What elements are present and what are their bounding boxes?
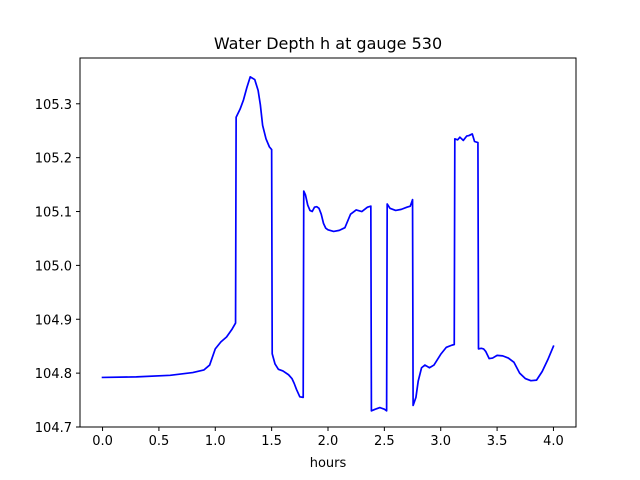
x-tick-label: 3.0 [430,434,451,449]
y-tick-label: 105.2 [35,152,72,167]
x-tick-label: 2.0 [318,434,339,449]
x-axis-label: hours [310,456,347,471]
chart-title: Water Depth h at gauge 530 [214,34,442,53]
x-tick-label: 0.5 [149,434,170,449]
x-tick-label: 3.5 [487,434,508,449]
series-line-0 [101,75,555,412]
y-tick-label: 104.9 [35,313,72,328]
y-tick-label: 105.0 [35,259,72,274]
x-tick-label: 1.5 [261,434,282,449]
plot-area: 0.0 0.5 1.0 1.5 2.0 2.5 3.0 3.5 4.0 104.7 104.8 104… [35,57,577,449]
y-tick-label: 104.8 [35,367,72,382]
x-tick-label: 0.0 [92,434,113,449]
x-tick-label: 1.0 [205,434,226,449]
y-tick-label: 104.7 [35,421,72,436]
x-tick-label: 2.5 [374,434,395,449]
y-tick-label: 105.1 [35,206,72,221]
y-tick-label: 105.3 [35,98,72,113]
x-tick-label: 4.0 [543,434,564,449]
